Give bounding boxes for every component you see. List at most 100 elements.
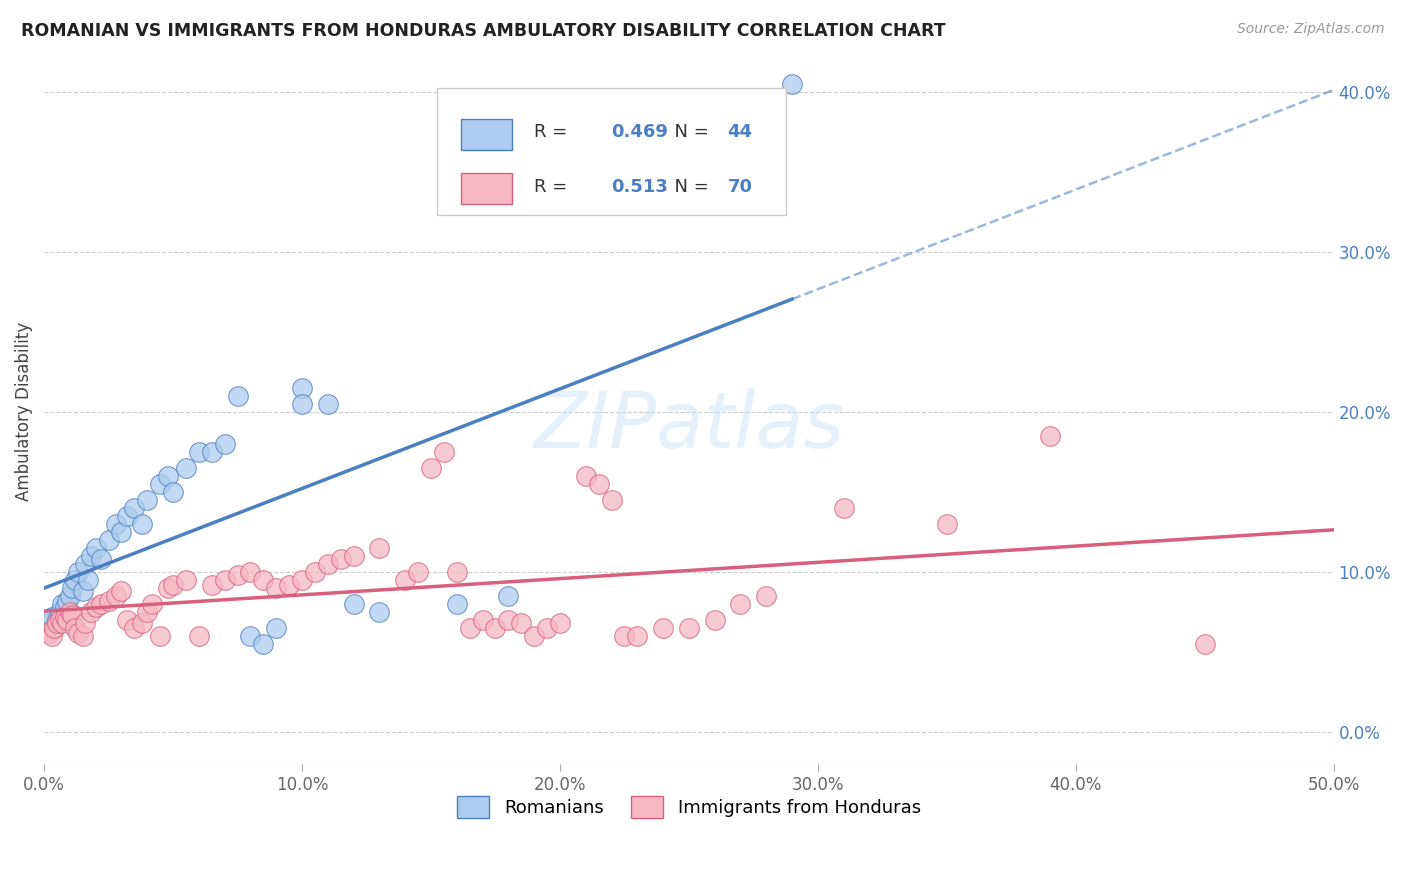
Point xyxy=(53,599,76,614)
Point xyxy=(187,629,209,643)
Point xyxy=(316,557,339,571)
Point xyxy=(678,621,700,635)
Legend: Romanians, Immigrants from Honduras: Romanians, Immigrants from Honduras xyxy=(450,789,928,825)
Point xyxy=(44,621,66,635)
Point xyxy=(484,621,506,635)
Point xyxy=(75,557,97,571)
Point xyxy=(291,397,314,411)
Point xyxy=(187,444,209,458)
Point xyxy=(105,516,128,531)
Point xyxy=(548,615,571,630)
Point xyxy=(59,589,82,603)
Point xyxy=(730,597,752,611)
Point xyxy=(63,621,86,635)
FancyBboxPatch shape xyxy=(437,87,786,215)
Point xyxy=(239,629,262,643)
Point xyxy=(110,524,132,539)
Point xyxy=(575,468,598,483)
Point xyxy=(214,436,236,450)
Point xyxy=(38,625,60,640)
Point xyxy=(536,621,558,635)
Point xyxy=(368,541,391,555)
Point xyxy=(1194,637,1216,651)
Point xyxy=(79,605,101,619)
Point xyxy=(264,621,287,635)
Point xyxy=(90,552,112,566)
Point xyxy=(510,615,533,630)
Point xyxy=(41,629,63,643)
Point xyxy=(56,593,79,607)
Point xyxy=(131,516,153,531)
Point xyxy=(56,613,79,627)
Text: N =: N = xyxy=(664,178,714,195)
Point xyxy=(115,613,138,627)
Point xyxy=(84,541,107,555)
Point xyxy=(498,589,520,603)
Point xyxy=(162,577,184,591)
Point xyxy=(755,589,778,603)
Point xyxy=(63,573,86,587)
Point xyxy=(935,516,957,531)
Point xyxy=(44,621,66,635)
Point xyxy=(97,533,120,547)
Point xyxy=(264,581,287,595)
Text: R =: R = xyxy=(534,123,574,141)
Point xyxy=(136,492,159,507)
Point xyxy=(51,597,73,611)
Point xyxy=(1039,428,1062,442)
Point xyxy=(162,484,184,499)
Point xyxy=(239,565,262,579)
Point xyxy=(124,500,146,515)
Point xyxy=(97,593,120,607)
Point xyxy=(124,621,146,635)
Point xyxy=(278,577,301,591)
Point xyxy=(703,613,725,627)
Point xyxy=(66,565,89,579)
Point xyxy=(38,615,60,630)
Point xyxy=(72,584,94,599)
Point xyxy=(66,625,89,640)
Point xyxy=(149,629,172,643)
Point xyxy=(446,597,468,611)
Point xyxy=(156,468,179,483)
Point xyxy=(105,589,128,603)
Text: Source: ZipAtlas.com: Source: ZipAtlas.com xyxy=(1237,22,1385,37)
Text: ZIPatlas: ZIPatlas xyxy=(533,388,845,464)
Point xyxy=(291,573,314,587)
Point xyxy=(252,637,274,651)
Text: 44: 44 xyxy=(727,123,752,141)
Point xyxy=(62,607,84,622)
Point xyxy=(368,605,391,619)
Point xyxy=(832,500,855,515)
Text: R =: R = xyxy=(534,178,574,195)
Point xyxy=(316,397,339,411)
Point xyxy=(498,613,520,627)
FancyBboxPatch shape xyxy=(461,173,512,204)
Point xyxy=(84,599,107,614)
Point xyxy=(226,568,249,582)
Point xyxy=(156,581,179,595)
Point xyxy=(201,577,224,591)
Point xyxy=(41,609,63,624)
Point xyxy=(48,613,70,627)
Point xyxy=(291,381,314,395)
Point xyxy=(62,581,84,595)
Point xyxy=(780,77,803,91)
Point xyxy=(588,476,610,491)
Point xyxy=(90,597,112,611)
Point xyxy=(131,615,153,630)
Point xyxy=(46,613,69,627)
Point xyxy=(342,549,364,563)
Point xyxy=(252,573,274,587)
Point xyxy=(174,573,197,587)
Point xyxy=(201,444,224,458)
Point xyxy=(471,613,494,627)
Point xyxy=(406,565,429,579)
Point xyxy=(394,573,416,587)
Y-axis label: Ambulatory Disability: Ambulatory Disability xyxy=(15,322,32,501)
Point xyxy=(342,597,364,611)
Text: 70: 70 xyxy=(727,178,752,195)
Point xyxy=(226,389,249,403)
Point xyxy=(59,605,82,619)
Point xyxy=(51,615,73,630)
